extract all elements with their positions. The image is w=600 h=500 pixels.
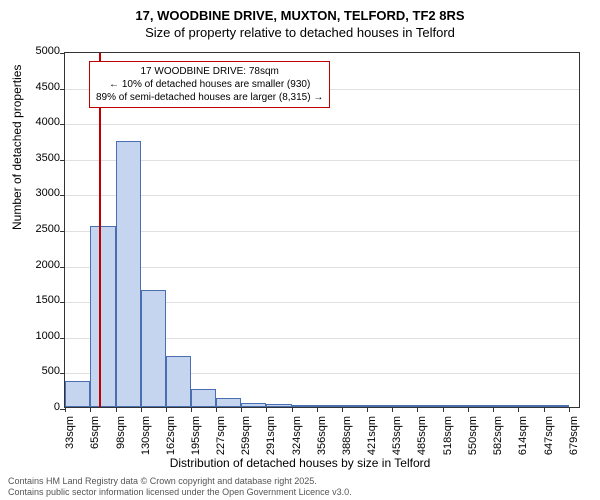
x-tick-label: 227sqm	[215, 416, 227, 456]
y-tick-label: 4000	[20, 116, 60, 128]
histogram-bar	[292, 405, 317, 407]
footer-line1: Contains HM Land Registry data © Crown c…	[8, 476, 352, 487]
histogram-bar	[266, 404, 292, 407]
footer-line2: Contains public sector information licen…	[8, 487, 352, 498]
x-axis-label: Distribution of detached houses by size …	[0, 456, 600, 470]
x-tick-mark	[292, 407, 293, 412]
chart-plot-area: 17 WOODBINE DRIVE: 78sqm ← 10% of detach…	[64, 52, 580, 408]
x-tick-mark	[544, 407, 545, 412]
x-tick-label: 33sqm	[64, 416, 76, 456]
x-tick-mark	[191, 407, 192, 412]
x-tick-mark	[417, 407, 418, 412]
y-tick-label: 2000	[20, 259, 60, 271]
y-tick-label: 3500	[20, 152, 60, 164]
x-tick-label: 421sqm	[366, 416, 378, 456]
histogram-bar	[116, 141, 141, 407]
x-tick-label: 647sqm	[543, 416, 555, 456]
x-tick-mark	[569, 407, 570, 412]
x-tick-label: 550sqm	[467, 416, 479, 456]
x-tick-label: 324sqm	[291, 416, 303, 456]
y-tick-label: 4500	[20, 81, 60, 93]
chart-title-desc: Size of property relative to detached ho…	[0, 23, 600, 40]
x-tick-label: 582sqm	[492, 416, 504, 456]
x-tick-mark	[266, 407, 267, 412]
x-tick-label: 485sqm	[416, 416, 428, 456]
footer-attribution: Contains HM Land Registry data © Crown c…	[8, 476, 352, 498]
y-tick-mark	[60, 124, 65, 125]
histogram-bar	[65, 381, 90, 407]
y-tick-label: 500	[20, 365, 60, 377]
x-tick-label: 130sqm	[140, 416, 152, 456]
x-tick-mark	[518, 407, 519, 412]
x-tick-mark	[141, 407, 142, 412]
y-tick-mark	[60, 302, 65, 303]
y-tick-mark	[60, 53, 65, 54]
x-tick-mark	[317, 407, 318, 412]
y-tick-mark	[60, 195, 65, 196]
x-tick-label: 98sqm	[115, 416, 127, 456]
y-tick-label: 0	[20, 401, 60, 413]
histogram-bar	[241, 403, 266, 407]
x-tick-label: 679sqm	[568, 416, 580, 456]
annotation-box: 17 WOODBINE DRIVE: 78sqm ← 10% of detach…	[89, 61, 330, 108]
histogram-bar	[544, 405, 569, 407]
x-tick-mark	[367, 407, 368, 412]
histogram-bar	[141, 290, 166, 407]
x-tick-mark	[493, 407, 494, 412]
histogram-bar	[392, 405, 417, 407]
y-tick-label: 5000	[20, 45, 60, 57]
x-tick-mark	[166, 407, 167, 412]
y-tick-mark	[60, 160, 65, 161]
histogram-bar	[518, 405, 544, 407]
x-tick-label: 195sqm	[190, 416, 202, 456]
x-tick-label: 518sqm	[442, 416, 454, 456]
annotation-line2: ← 10% of detached houses are smaller (93…	[96, 78, 323, 91]
histogram-bar	[367, 405, 392, 407]
x-tick-label: 614sqm	[517, 416, 529, 456]
y-tick-label: 1000	[20, 330, 60, 342]
chart-title-address: 17, WOODBINE DRIVE, MUXTON, TELFORD, TF2…	[0, 0, 600, 23]
x-tick-mark	[342, 407, 343, 412]
x-tick-label: 388sqm	[341, 416, 353, 456]
x-tick-mark	[241, 407, 242, 412]
x-tick-mark	[216, 407, 217, 412]
histogram-bar	[216, 398, 241, 407]
y-tick-mark	[60, 338, 65, 339]
y-tick-label: 2500	[20, 223, 60, 235]
x-tick-label: 356sqm	[316, 416, 328, 456]
x-tick-label: 453sqm	[391, 416, 403, 456]
histogram-bar	[90, 226, 116, 407]
histogram-bar	[468, 405, 493, 407]
histogram-bar	[317, 405, 342, 407]
x-tick-mark	[443, 407, 444, 412]
histogram-bar	[191, 389, 216, 408]
x-tick-mark	[116, 407, 117, 412]
y-tick-mark	[60, 231, 65, 232]
histogram-bar	[443, 405, 468, 407]
x-tick-mark	[392, 407, 393, 412]
y-tick-mark	[60, 89, 65, 90]
histogram-bar	[493, 405, 518, 407]
y-tick-mark	[60, 267, 65, 268]
x-tick-mark	[468, 407, 469, 412]
y-tick-mark	[60, 373, 65, 374]
x-tick-label: 259sqm	[240, 416, 252, 456]
x-tick-label: 291sqm	[265, 416, 277, 456]
histogram-bar	[166, 356, 192, 407]
x-tick-mark	[65, 407, 66, 412]
histogram-bar	[342, 405, 368, 407]
annotation-line1: 17 WOODBINE DRIVE: 78sqm	[96, 65, 323, 78]
annotation-line3: 89% of semi-detached houses are larger (…	[96, 91, 323, 104]
histogram-bar	[417, 405, 443, 407]
y-tick-label: 1500	[20, 294, 60, 306]
x-tick-label: 162sqm	[165, 416, 177, 456]
y-tick-label: 3000	[20, 187, 60, 199]
x-tick-mark	[90, 407, 91, 412]
x-tick-label: 65sqm	[89, 416, 101, 456]
